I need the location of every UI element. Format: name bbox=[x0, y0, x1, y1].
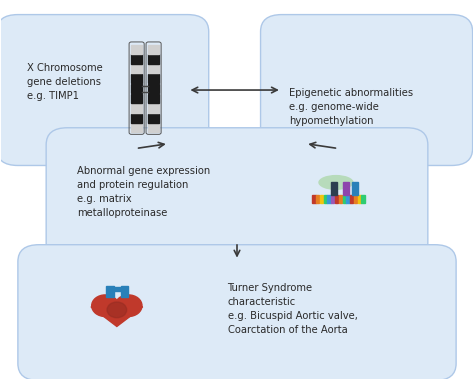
Bar bbox=[312, 195, 316, 203]
Bar bbox=[353, 182, 358, 195]
Bar bbox=[148, 94, 159, 103]
Bar bbox=[112, 287, 127, 291]
Polygon shape bbox=[91, 307, 143, 326]
Bar bbox=[148, 54, 159, 63]
Bar bbox=[320, 195, 323, 203]
Text: Turner Syndrome
characteristic
e.g. Bicuspid Aortic valve,
Coarctation of the Ao: Turner Syndrome characteristic e.g. Bicu… bbox=[228, 283, 357, 335]
FancyBboxPatch shape bbox=[18, 245, 456, 380]
Bar bbox=[148, 114, 159, 123]
Bar bbox=[131, 44, 142, 54]
FancyBboxPatch shape bbox=[46, 128, 428, 260]
Bar bbox=[331, 195, 335, 203]
Bar bbox=[361, 195, 365, 203]
Bar bbox=[131, 84, 142, 93]
Bar bbox=[131, 104, 142, 113]
Bar bbox=[148, 44, 159, 54]
Bar bbox=[148, 104, 159, 113]
Text: Epigenetic abnormalities
e.g. genome-wide
hypomethylation: Epigenetic abnormalities e.g. genome-wid… bbox=[289, 88, 413, 126]
Bar bbox=[357, 195, 361, 203]
Bar bbox=[120, 286, 128, 298]
Bar bbox=[148, 124, 159, 133]
Bar bbox=[131, 94, 142, 103]
Circle shape bbox=[91, 295, 118, 317]
Bar bbox=[316, 195, 319, 203]
FancyBboxPatch shape bbox=[0, 14, 209, 165]
Bar bbox=[343, 182, 349, 195]
Bar bbox=[343, 195, 346, 203]
Bar bbox=[148, 74, 159, 83]
Bar bbox=[354, 195, 357, 203]
Ellipse shape bbox=[318, 175, 354, 190]
Bar bbox=[350, 195, 353, 203]
Bar bbox=[346, 195, 349, 203]
Text: X Chromosome
gene deletions
e.g. TIMP1: X Chromosome gene deletions e.g. TIMP1 bbox=[27, 63, 103, 101]
Bar bbox=[131, 124, 142, 133]
Bar bbox=[335, 195, 338, 203]
Bar bbox=[131, 54, 142, 63]
Bar bbox=[324, 195, 327, 203]
Bar bbox=[131, 64, 142, 73]
Bar bbox=[339, 195, 342, 203]
Bar bbox=[148, 64, 159, 73]
Bar bbox=[131, 74, 142, 83]
Bar bbox=[107, 286, 114, 298]
Circle shape bbox=[107, 302, 127, 318]
Bar bbox=[331, 182, 337, 195]
Text: Abnormal gene expression
and protein regulation
e.g. matrix
metalloproteinase: Abnormal gene expression and protein reg… bbox=[77, 166, 210, 218]
FancyBboxPatch shape bbox=[261, 14, 473, 165]
Bar bbox=[148, 84, 159, 93]
Bar bbox=[131, 114, 142, 123]
Circle shape bbox=[115, 295, 142, 317]
Bar bbox=[328, 195, 331, 203]
